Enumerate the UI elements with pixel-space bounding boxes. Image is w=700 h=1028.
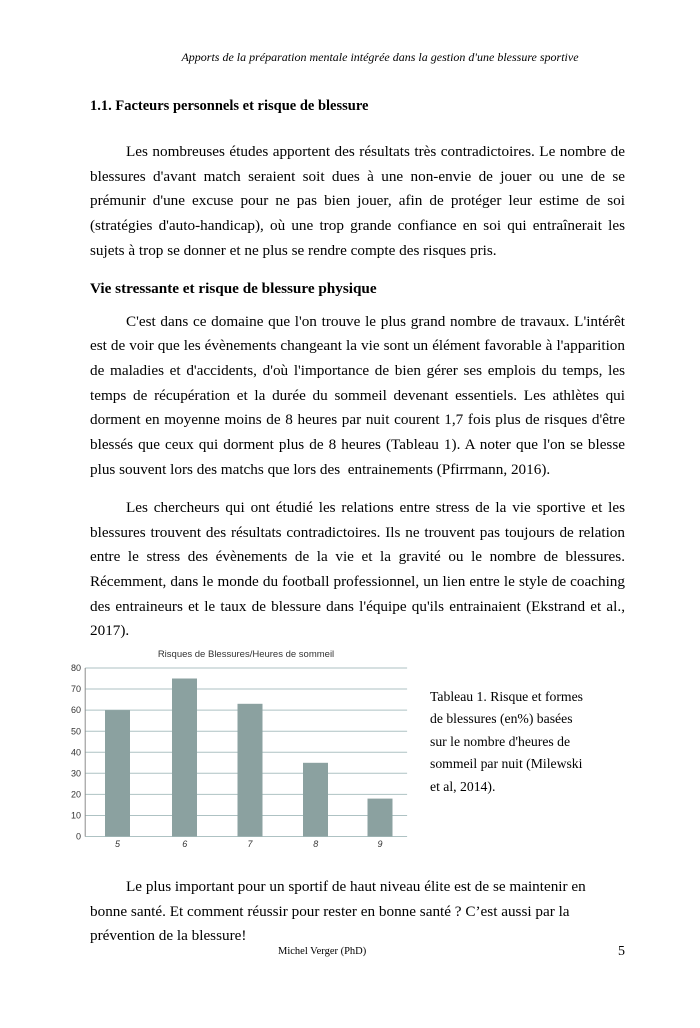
- svg-text:10: 10: [71, 811, 81, 821]
- svg-text:80: 80: [71, 663, 81, 673]
- svg-text:70: 70: [71, 684, 81, 694]
- svg-text:40: 40: [71, 748, 81, 758]
- svg-text:Risques de Blessures/Heures de: Risques de Blessures/Heures de sommeil: [158, 649, 334, 660]
- svg-text:50: 50: [71, 727, 81, 737]
- svg-text:60: 60: [71, 705, 81, 715]
- svg-text:0: 0: [76, 832, 81, 842]
- svg-text:20: 20: [71, 790, 81, 800]
- svg-text:30: 30: [71, 769, 81, 779]
